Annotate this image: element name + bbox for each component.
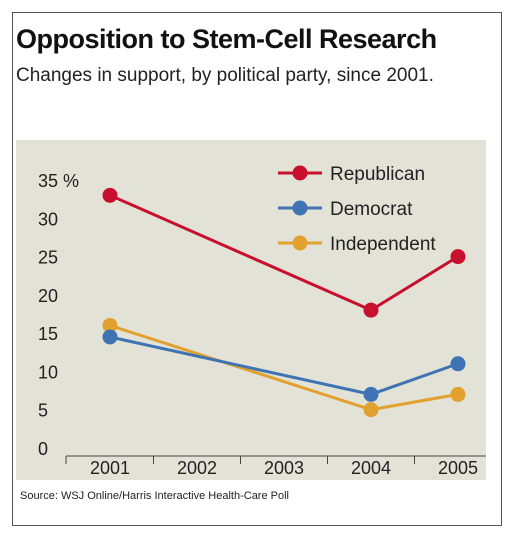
y-tick-label: 0 <box>38 439 48 459</box>
legend-label-republican: Republican <box>330 164 425 185</box>
chart-title: Opposition to Stem-Cell Research <box>16 24 437 54</box>
y-tick-label: 20 <box>38 286 58 306</box>
x-tick-label: 2001 <box>90 458 130 478</box>
legend-swatch-dot <box>292 165 308 181</box>
data-point-republican <box>102 187 118 203</box>
data-point-independent <box>363 402 379 418</box>
plot-background <box>16 140 486 480</box>
legend-swatch-dot <box>292 235 308 251</box>
legend-label-democrat: Democrat <box>330 199 413 220</box>
data-point-republican <box>450 249 466 265</box>
x-tick-label: 2005 <box>438 458 478 478</box>
data-point-independent <box>450 386 466 402</box>
legend-swatch-dot <box>292 200 308 216</box>
data-point-democrat <box>450 356 466 372</box>
y-tick-label: 35 % <box>38 171 79 191</box>
line-chart: 0 5 10 15 20 25 30 35 % 2001 2002 2003 2004 2005 Rep… <box>16 140 486 480</box>
data-point-independent <box>102 317 118 333</box>
source-note: Source: WSJ Online/Harris Interactive He… <box>20 490 289 502</box>
data-point-republican <box>363 302 379 318</box>
x-tick-label: 2002 <box>177 458 217 478</box>
x-tick-label: 2003 <box>264 458 304 478</box>
y-tick-label: 25 <box>38 248 58 268</box>
data-point-democrat <box>102 329 118 345</box>
y-tick-label: 30 <box>38 209 58 229</box>
y-tick-label: 5 <box>38 401 48 421</box>
y-tick-label: 10 <box>38 362 58 382</box>
chart-subtitle: Changes in support, by political party, … <box>16 65 434 86</box>
y-tick-label: 15 <box>38 324 58 344</box>
data-point-democrat <box>363 386 379 402</box>
x-tick-label: 2004 <box>351 458 391 478</box>
legend-label-independent: Independent <box>330 234 436 255</box>
